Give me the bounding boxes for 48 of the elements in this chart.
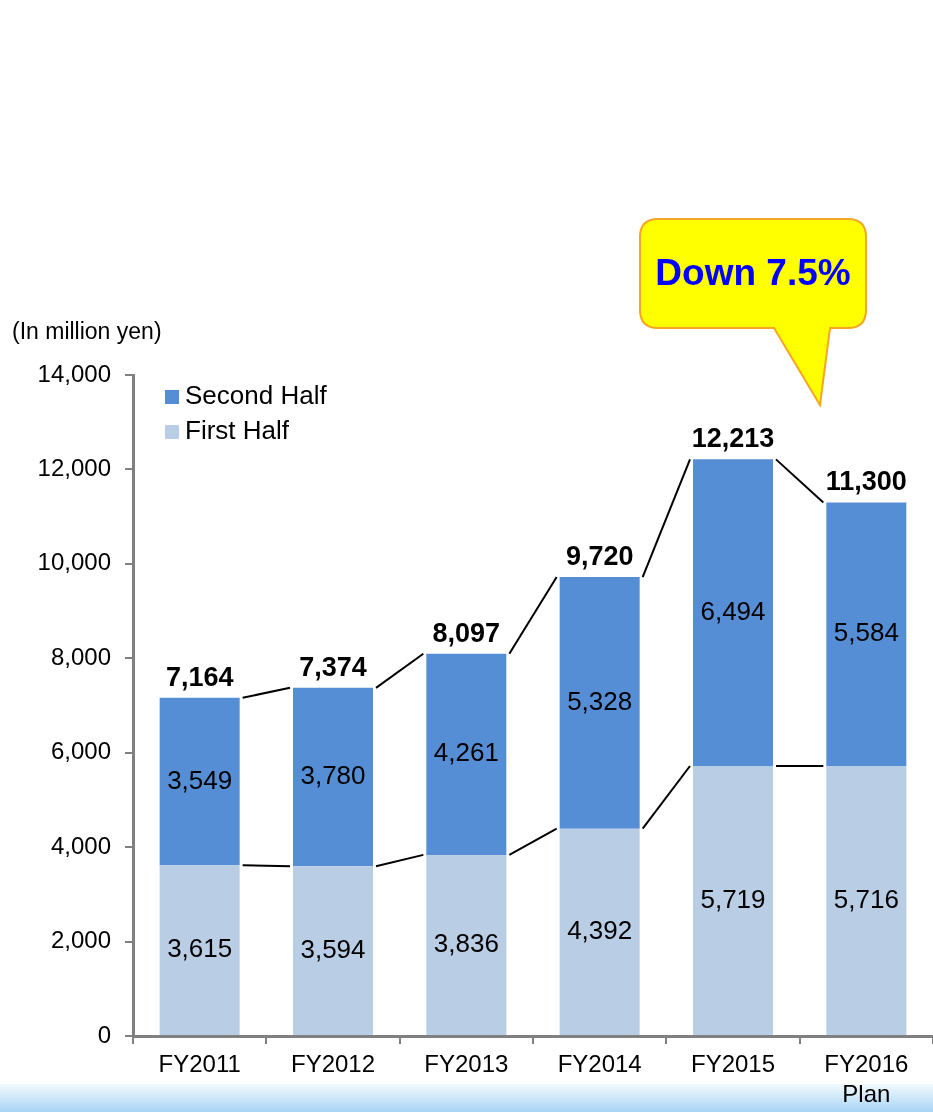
total-label: 9,720 [565,541,634,572]
x-tick-label: FY2012 [290,1049,376,1077]
data-label: 4,392 [567,914,633,945]
bar [159,697,240,866]
total-label: 12,213 [691,423,775,454]
data-label: 3,615 [167,933,233,964]
y-tick-label: 2,000 [50,926,111,954]
data-label: 3,594 [300,933,366,964]
legend-label: Second Half [185,380,328,411]
x-tick-label: FY2011 [158,1049,241,1077]
data-label: 4,261 [433,737,499,768]
y-tick-label: 14,000 [37,359,111,387]
bar [693,765,773,1035]
data-label: 5,328 [567,686,633,717]
data-label: 5,584 [833,617,899,648]
x-tick-label: FY2015 [690,1049,776,1077]
data-label: 3,549 [167,764,233,795]
total-label: 7,164 [165,661,234,692]
x-tick-label: FY2013 [424,1049,509,1077]
data-label: 6,494 [700,595,766,626]
total-label: 11,300 [825,466,907,497]
y-tick-label: 10,000 [37,548,111,576]
y-tick-label: 12,000 [37,454,111,482]
bar [559,828,640,1035]
data-label: 5,719 [700,883,766,914]
bar [559,577,640,829]
bar [426,854,507,1035]
bar [426,653,507,855]
total-label: 8,097 [432,617,501,648]
legend-label: First Half [185,415,290,446]
y-tick-label: 0 [97,1020,111,1048]
y-tick-label: 6,000 [50,737,111,765]
bar [826,502,907,767]
bar [693,459,773,766]
x-tick-label: FY2014 [557,1049,642,1077]
y-axis-title: (In million yen) [12,318,162,345]
bar [293,687,373,867]
y-tick-label: 4,000 [50,831,111,859]
bar [293,866,373,1035]
total-label: 7,374 [299,651,367,682]
data-label: 5,716 [833,883,899,914]
text: Down 7.5% [654,251,852,295]
bar [826,766,907,1035]
y-tick-label: 8,000 [50,642,111,670]
bar [159,865,240,1035]
x-tick-label: FY2016 Plan [824,1049,909,1107]
data-label: 3,836 [433,928,499,959]
data-label: 3,780 [300,760,366,791]
